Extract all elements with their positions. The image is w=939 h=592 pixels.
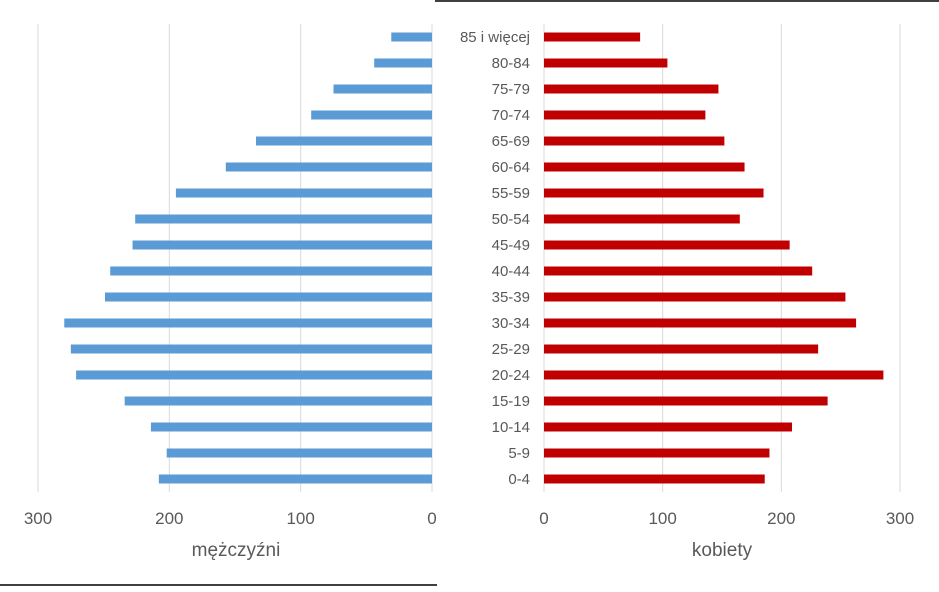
bar-women (544, 266, 813, 276)
bar-men (256, 136, 432, 146)
bar-women (544, 188, 764, 198)
bar-women (544, 292, 846, 302)
bar-women (544, 448, 770, 458)
bar-women (544, 370, 884, 380)
bar-women (544, 396, 828, 406)
age-group-label: 5-9 (508, 445, 530, 462)
tick-label-men: 300 (24, 509, 52, 528)
bar-men (175, 188, 432, 198)
bar-men (391, 32, 432, 42)
age-group-label: 85 i więcej (460, 29, 530, 46)
bar-women (544, 110, 706, 120)
age-group-label: 80-84 (492, 55, 530, 72)
age-group-label: 65-69 (492, 133, 530, 150)
bar-women (544, 214, 740, 224)
age-group-label: 55-59 (492, 185, 530, 202)
bar-men (76, 370, 432, 380)
bar-men (333, 84, 432, 94)
tick-label-men: 200 (155, 509, 183, 528)
grid-layer (37, 24, 901, 492)
axis-title-women: kobiety (692, 540, 753, 561)
tick-label-women: 300 (886, 509, 914, 528)
age-group-label: 40-44 (492, 263, 530, 280)
bar-men (311, 110, 432, 120)
age-group-label: 25-29 (492, 341, 530, 358)
labels-layer: 300 200 100 0 0 100 200 300 mężczyźni kobiety 0-4 5… (24, 29, 914, 561)
age-group-label: 15-19 (492, 393, 530, 410)
bar-men (70, 344, 432, 354)
bar-women (544, 58, 668, 68)
age-group-label: 30-34 (492, 315, 530, 332)
bar-women (544, 84, 719, 94)
age-group-label: 45-49 (492, 237, 530, 254)
bar-women (544, 162, 745, 172)
axis-title-men: mężczyźni (192, 540, 281, 561)
bar-men (104, 292, 432, 302)
bar-men (158, 474, 432, 484)
age-group-label: 35-39 (492, 289, 530, 306)
age-group-label: 75-79 (492, 81, 530, 98)
tick-label-women: 100 (648, 509, 676, 528)
bar-men (374, 58, 432, 68)
bar-men (166, 448, 432, 458)
bar-women (544, 240, 790, 250)
bar-men (132, 240, 432, 250)
tick-label-women: 200 (767, 509, 795, 528)
tick-label-men: 100 (286, 509, 314, 528)
bar-women (544, 422, 793, 432)
age-group-label: 50-54 (492, 211, 530, 228)
bar-women (544, 344, 819, 354)
bar-men (64, 318, 433, 328)
age-group-label: 20-24 (492, 367, 530, 384)
age-group-label: 70-74 (492, 107, 530, 124)
age-group-label: 60-64 (492, 159, 530, 176)
bar-men (150, 422, 433, 432)
bar-women (544, 136, 725, 146)
bar-men (124, 396, 433, 406)
age-group-label: 0-4 (508, 471, 530, 488)
bar-women (544, 474, 765, 484)
bar-men (135, 214, 433, 224)
bar-women (544, 318, 857, 328)
bar-women (544, 32, 641, 42)
tick-label-men: 0 (427, 509, 436, 528)
bar-men (225, 162, 432, 172)
bar-men (110, 266, 432, 276)
age-group-label: 10-14 (492, 419, 530, 436)
bars-layer (64, 32, 884, 484)
tick-label-women: 0 (539, 509, 548, 528)
